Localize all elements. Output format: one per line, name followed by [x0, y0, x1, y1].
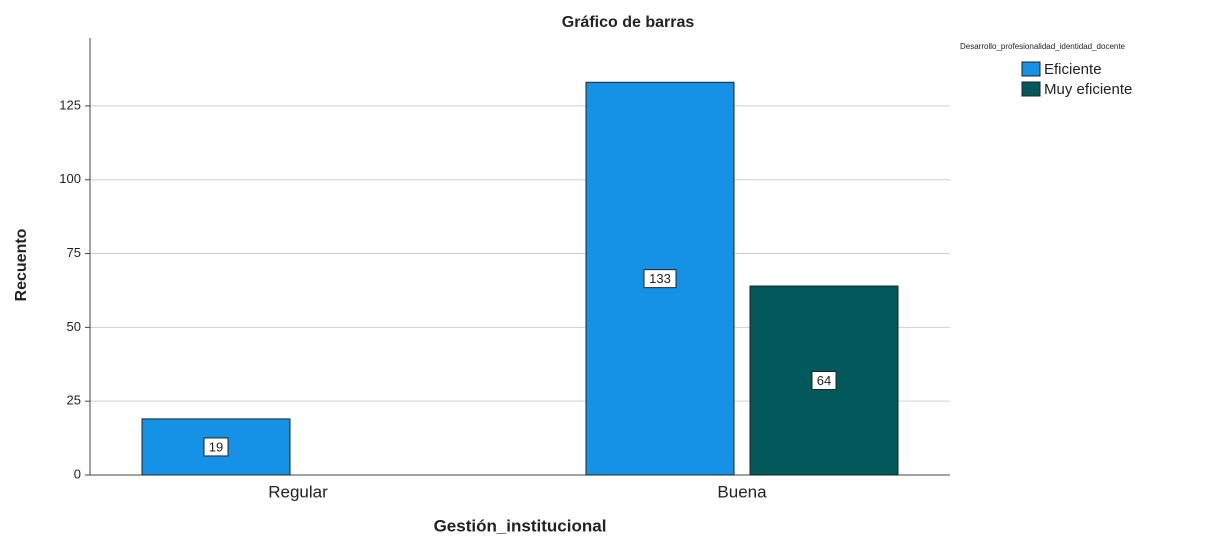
y-tick-label: 0: [74, 466, 81, 481]
y-axis-label: Recuento: [13, 228, 30, 301]
legend-swatch: [1021, 81, 1041, 97]
legend-label: Eficiente: [1044, 61, 1102, 78]
value-label-box: [203, 437, 229, 457]
value-label: 19: [209, 439, 223, 454]
x-tick-label: Buena: [717, 482, 767, 501]
y-tick-label: 100: [59, 171, 81, 186]
legend-label: Muy eficiente: [1044, 81, 1132, 98]
legend-swatch: [1021, 61, 1041, 77]
y-tick-label: 125: [59, 97, 81, 112]
y-tick-label: 50: [67, 319, 81, 334]
y-tick-label: 75: [67, 245, 81, 260]
value-label: 64: [817, 373, 831, 388]
value-label-box: [643, 269, 677, 289]
value-label: 133: [649, 271, 671, 286]
x-axis-label: Gestión_institucional: [434, 516, 607, 535]
legend-title: Desarrollo_profesionalidad_identidad_doc…: [960, 42, 1126, 51]
chart-title: Gráfico de barras: [562, 14, 695, 31]
x-tick-label: Regular: [268, 482, 328, 501]
value-label-box: [811, 371, 837, 391]
y-tick-label: 25: [67, 393, 81, 408]
